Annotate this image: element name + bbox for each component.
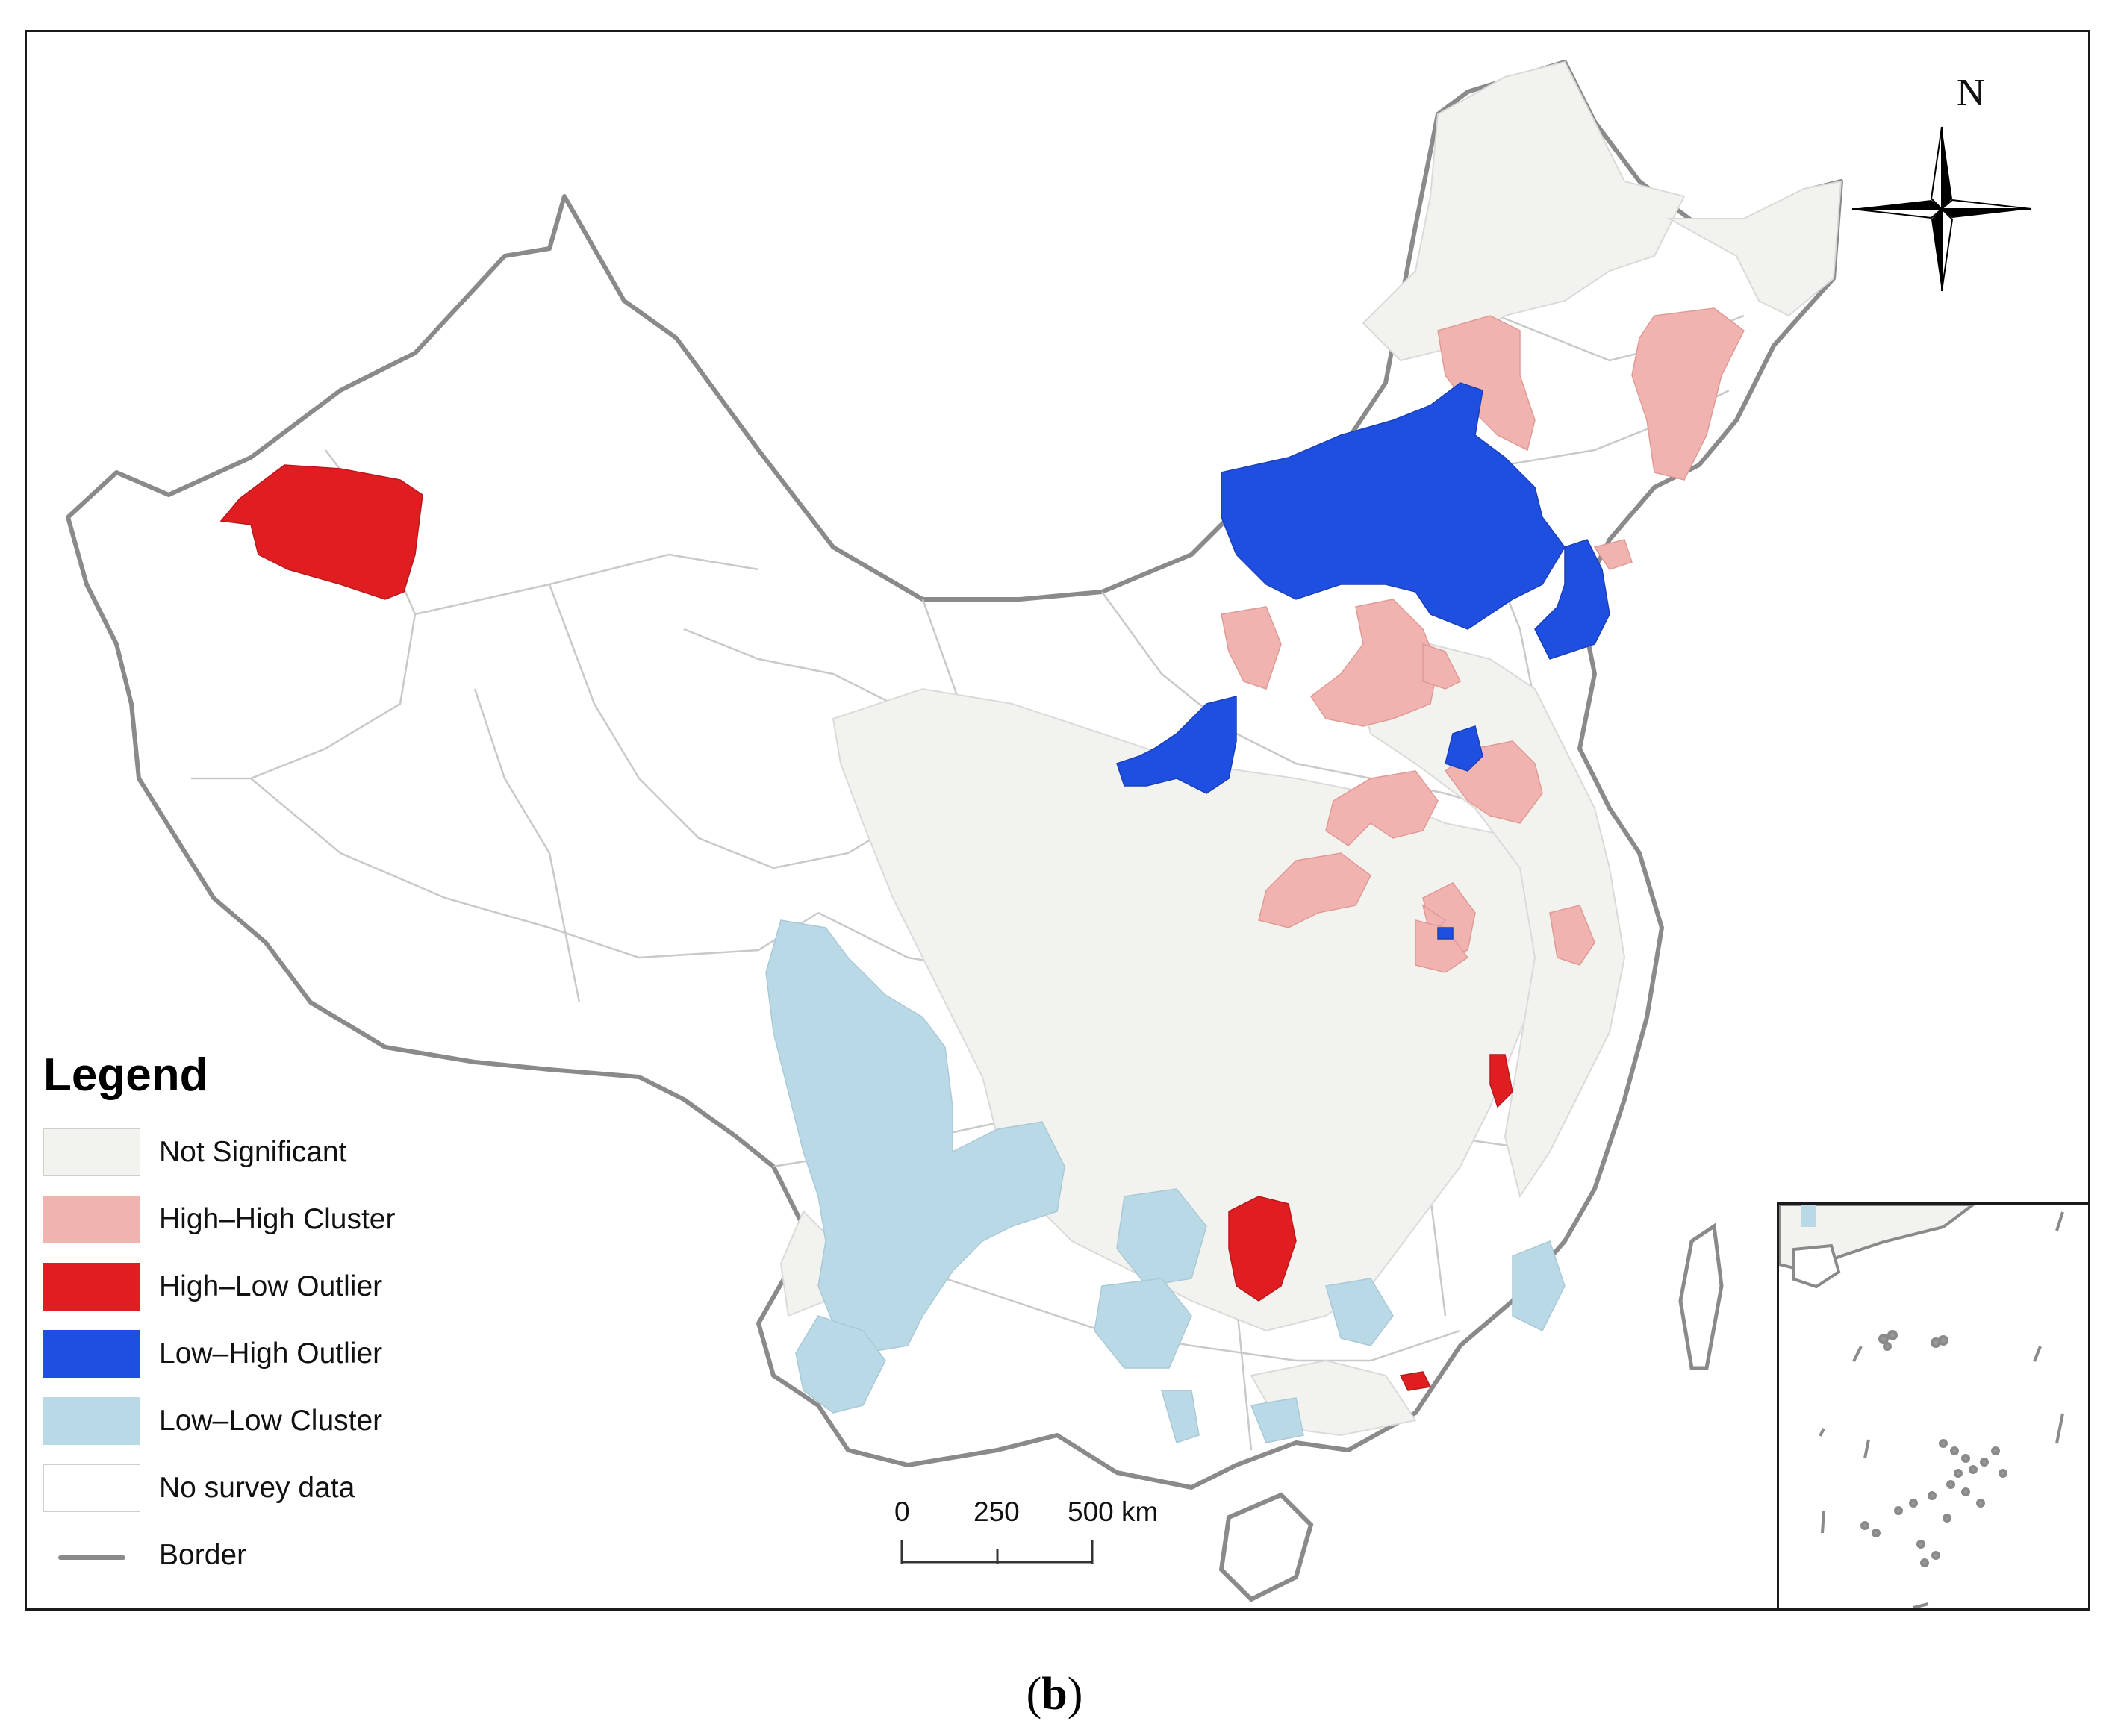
legend-label: No survey data bbox=[159, 1472, 355, 1504]
legend-label: Low–High Outlier bbox=[159, 1337, 383, 1370]
legend-label: Low–Low Cluster bbox=[159, 1405, 383, 1437]
legend-swatch bbox=[43, 1128, 140, 1176]
legend-item-border: Border bbox=[43, 1526, 491, 1593]
scale-label-250: 250 bbox=[973, 1496, 1020, 1527]
compass-rose-icon bbox=[1851, 126, 2032, 292]
taiwan-outline bbox=[1678, 1223, 1724, 1370]
legend-title: Legend bbox=[43, 1049, 208, 1101]
legend-item-low-high: Low–High Outlier bbox=[43, 1324, 491, 1391]
low-high-outlier-regions bbox=[1116, 382, 1610, 940]
caption-label: b bbox=[1041, 1669, 1068, 1720]
legend: Legend Not Significant High–High Cluster… bbox=[43, 1049, 491, 1593]
legend-item-high-high: High–High Cluster bbox=[43, 1190, 491, 1257]
legend-label: High–Low Outlier bbox=[159, 1270, 383, 1302]
high-low-outlier-regions bbox=[219, 464, 1513, 1391]
legend-item-high-low: High–Low Outlier bbox=[43, 1257, 491, 1324]
legend-label: High–High Cluster bbox=[159, 1203, 396, 1235]
legend-item-low-low: Low–Low Cluster bbox=[43, 1391, 491, 1458]
border-line-icon bbox=[58, 1555, 125, 1560]
figure-caption: (b) bbox=[1026, 1669, 1083, 1720]
china-map bbox=[66, 60, 2032, 1602]
scale-bar bbox=[900, 1540, 1094, 1564]
hainan-outline bbox=[1218, 1492, 1314, 1602]
inset-svg bbox=[1779, 1205, 2064, 1608]
legend-swatch bbox=[43, 1196, 140, 1243]
legend-label: Not Significant bbox=[159, 1136, 347, 1168]
scale-label-0: 0 bbox=[894, 1496, 910, 1527]
map-frame: N 0 250 500 km bbox=[25, 30, 2090, 1611]
legend-item-not-significant: Not Significant bbox=[43, 1123, 491, 1190]
north-label: N bbox=[1957, 72, 1985, 114]
low-low-cluster-regions bbox=[765, 919, 1566, 1443]
legend-swatch bbox=[43, 1330, 140, 1378]
legend-label: Border bbox=[159, 1539, 247, 1571]
high-high-cluster-regions bbox=[1221, 307, 1745, 973]
inset-map bbox=[1777, 1202, 2088, 1608]
legend-swatch bbox=[43, 1397, 140, 1445]
legend-item-no-data: No survey data bbox=[43, 1458, 491, 1526]
legend-swatch bbox=[43, 1263, 140, 1311]
scale-label-500: 500 km bbox=[1068, 1496, 1159, 1527]
legend-swatch bbox=[43, 1464, 140, 1512]
